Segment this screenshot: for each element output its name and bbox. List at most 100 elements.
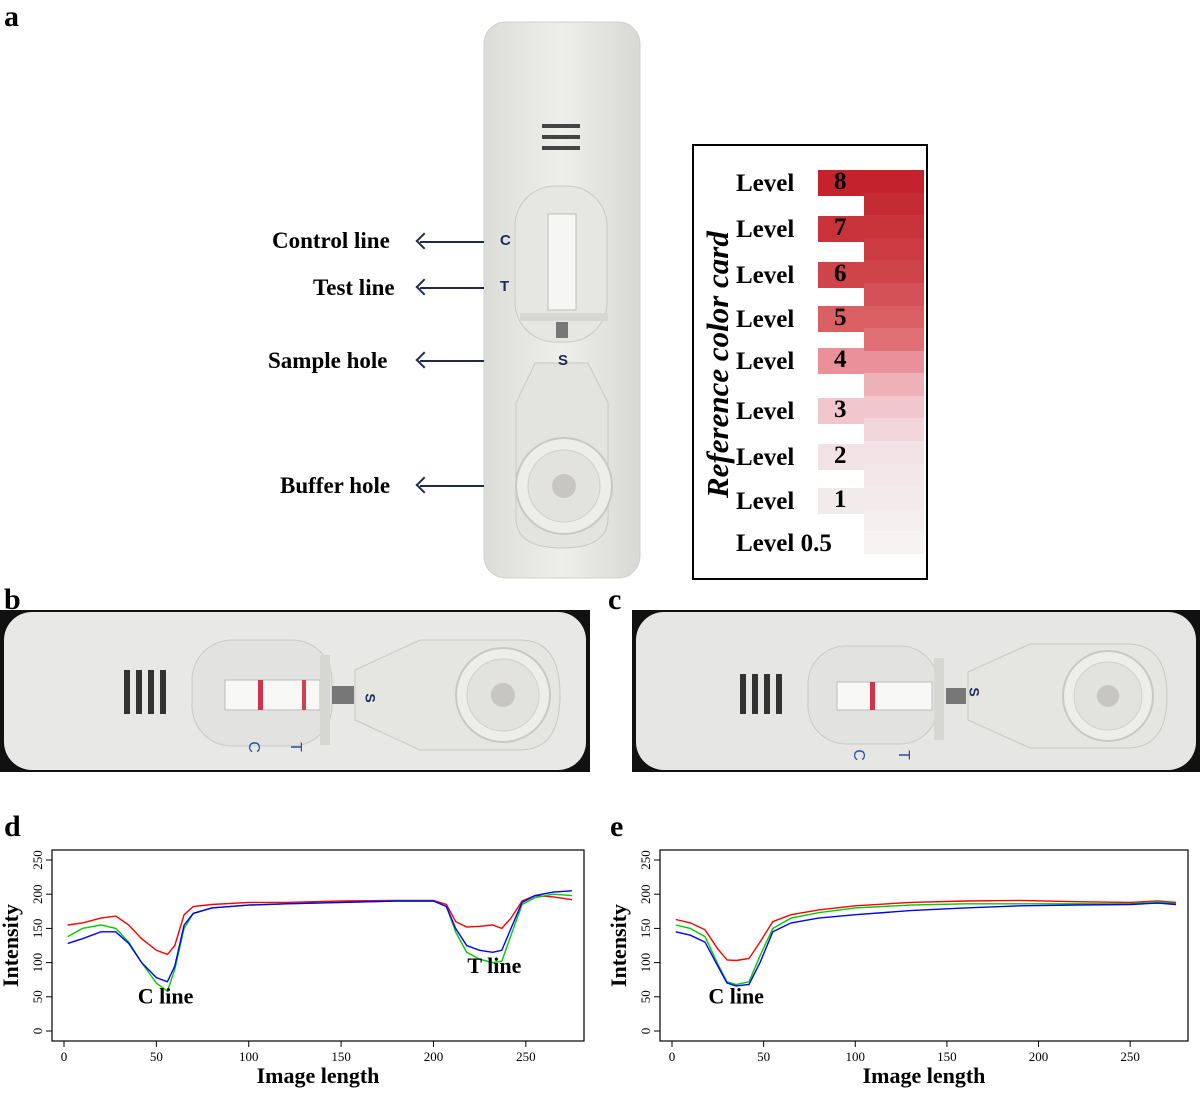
strip-swatch — [864, 350, 924, 374]
x-axis-label: Image length — [257, 1063, 380, 1088]
level-number: 1 — [834, 486, 847, 513]
strip-swatch — [864, 170, 924, 194]
level-label: Level — [736, 216, 795, 243]
level-label: Level — [736, 306, 795, 333]
mark-c: C — [500, 232, 511, 249]
y-tick-label: 150 — [30, 919, 45, 939]
strip-swatch — [864, 486, 924, 510]
test-cassette-vertical — [483, 21, 641, 579]
x-tick-label: 200 — [424, 1049, 444, 1064]
x-tick-label: 250 — [1120, 1049, 1140, 1064]
mark-t-b: T — [286, 742, 304, 752]
x-tick-label: 250 — [516, 1049, 536, 1064]
panel-letter-b: b — [4, 583, 21, 616]
y-tick-label: 0 — [638, 1028, 653, 1035]
label-test-line: Test line — [313, 275, 395, 300]
strip-swatch — [864, 463, 924, 487]
level-swatch — [818, 398, 864, 424]
chart-annotation: C line — [138, 984, 194, 1009]
strip-swatch — [864, 441, 924, 465]
test-cassette-positive — [0, 610, 590, 772]
strip-swatch — [864, 192, 924, 216]
strip-swatch — [864, 395, 924, 419]
strip-swatch — [864, 508, 924, 532]
y-tick-label: 150 — [638, 919, 653, 939]
level-swatch — [818, 348, 864, 374]
level-swatch — [818, 306, 864, 332]
y-tick-label: 200 — [30, 884, 45, 904]
panel-letter-a: a — [4, 0, 19, 33]
color-gradient-strip — [864, 170, 924, 555]
y-axis-label: Intensity — [0, 904, 23, 987]
y-tick-label: 250 — [638, 850, 653, 870]
y-tick-label: 100 — [638, 953, 653, 973]
series-line — [675, 900, 1177, 986]
level-swatch — [818, 216, 864, 242]
level-swatch — [818, 262, 864, 288]
intensity-chart-d: 0 50 100 150 200 250 0 50 100 150 200 250 Image leng… — [0, 849, 585, 1088]
strip-swatch — [864, 260, 924, 284]
level-number: 4 — [834, 346, 847, 373]
level-label: Level — [736, 262, 795, 289]
mark-t: T — [500, 278, 510, 295]
plot-frame — [51, 849, 585, 1042]
strip-swatch — [864, 328, 924, 352]
y-tick-label: 100 — [30, 953, 45, 973]
mark-s-c: S — [966, 687, 983, 697]
level-number: 8 — [834, 168, 847, 195]
x-tick-label: 0 — [669, 1049, 676, 1064]
mark-s-b: S — [362, 693, 379, 703]
color-card-title: Reference color card — [700, 231, 735, 498]
label-control-line: Control line — [272, 228, 390, 253]
series-line — [675, 902, 1177, 987]
mark-c-c: C — [849, 749, 867, 761]
series-line — [67, 894, 573, 956]
arrow-buffer-hole — [420, 485, 484, 487]
label-buffer-hole: Buffer hole — [280, 473, 391, 498]
level-label: Level — [736, 348, 795, 375]
y-tick-label: 50 — [638, 990, 653, 1003]
strip-swatch — [864, 418, 924, 442]
level-number: 5 — [834, 304, 847, 331]
label-sample-hole: Sample hole — [268, 348, 388, 373]
x-tick-label: 150 — [331, 1049, 351, 1064]
mark-t-c: T — [894, 750, 912, 760]
arrow-test-line — [420, 287, 484, 289]
series-line — [67, 890, 573, 983]
level-label: Level — [736, 170, 795, 197]
plot-frame — [659, 849, 1189, 1042]
y-tick-label: 200 — [638, 884, 653, 904]
y-axis-label: Intensity — [606, 904, 631, 987]
series-line — [675, 899, 1177, 962]
strip-swatch — [864, 215, 924, 239]
x-tick-label: 50 — [757, 1049, 770, 1064]
level-label: Level 0.5 — [736, 530, 832, 557]
level-swatch — [818, 444, 864, 470]
level-label: Level — [736, 488, 795, 515]
level-label: Level — [736, 398, 795, 425]
strip-swatch — [864, 282, 924, 307]
mark-s: S — [558, 352, 569, 369]
y-tick-label: 50 — [30, 990, 45, 1003]
chart-annotation: T line — [467, 953, 521, 978]
level-number: 7 — [834, 214, 847, 241]
mark-c-b: C — [244, 741, 262, 753]
level-number: 2 — [834, 442, 847, 469]
x-tick-label: 100 — [239, 1049, 259, 1064]
x-axis-label: Image length — [863, 1063, 986, 1088]
level-label: Level — [736, 444, 795, 471]
level-number: 3 — [834, 396, 847, 423]
strip-swatch — [864, 531, 924, 555]
level-swatch — [818, 488, 864, 514]
strip-swatch — [864, 373, 924, 397]
x-tick-label: 100 — [846, 1049, 866, 1064]
y-tick-label: 250 — [30, 850, 45, 870]
y-tick-label: 0 — [30, 1028, 45, 1035]
arrow-control-line — [420, 241, 484, 243]
strip-swatch — [864, 237, 924, 261]
level-number: 6 — [834, 260, 847, 287]
chart-annotation: C line — [708, 984, 764, 1009]
x-tick-label: 150 — [937, 1049, 957, 1064]
strip-swatch — [864, 305, 924, 329]
x-tick-label: 50 — [150, 1049, 163, 1064]
